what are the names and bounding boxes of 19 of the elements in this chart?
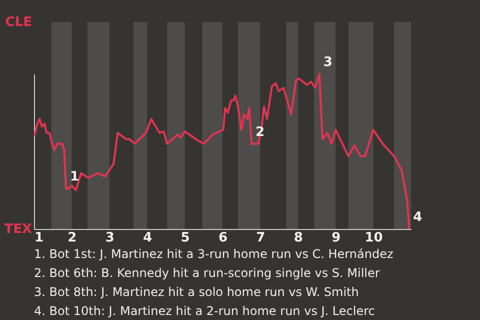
annotation: 3 <box>323 55 332 70</box>
x-tick-label: 3 <box>105 230 114 246</box>
annotation: 1 <box>70 170 80 185</box>
annotation: 4 <box>413 210 422 225</box>
x-tick-label: 6 <box>218 230 228 246</box>
text: 3. Bot 8th: J. Martinez hit a solo home run vs W. Smith <box>34 285 359 299</box>
text: 1. Bot 1st: J. Martinez hit a 3-run home run vs C. Hernández <box>34 247 394 261</box>
text: CLE <box>5 15 32 30</box>
text: TEX <box>4 222 32 237</box>
x-tick-label: 8 <box>294 230 303 246</box>
text: 2. Bot 6th: B. Kennedy hit a run-scoring single vs S. Miller <box>34 266 380 280</box>
x-tick-label: 9 <box>332 230 341 246</box>
x-tick-label: 1 <box>34 230 44 246</box>
text: 4. Bot 10th: J. Martinez hit a 2-run home run vs J. Leclerc <box>34 304 375 318</box>
x-tick-label: 5 <box>180 230 190 246</box>
x-tick-label: 2 <box>68 230 77 246</box>
x-tick-label: 4 <box>143 230 152 246</box>
x-tick-label: 10 <box>364 230 383 246</box>
x-tick-label: 7 <box>256 230 266 246</box>
